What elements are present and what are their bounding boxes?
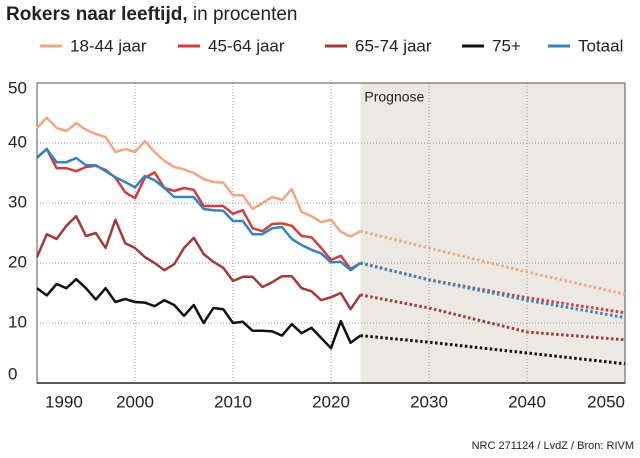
legend-label: Totaal	[578, 36, 623, 55]
y-tick-label: 30	[8, 192, 27, 211]
forecast-line	[360, 261, 626, 320]
series-line	[35, 214, 362, 311]
legend-label: 65-74 jaar	[355, 36, 432, 55]
subtitle: in procenten	[193, 4, 298, 25]
y-tick-label: 50	[8, 78, 27, 97]
forecast-line	[360, 334, 626, 366]
forecast-line	[360, 229, 626, 296]
x-tick-label: 2000	[116, 392, 154, 411]
x-tick-label: 2020	[312, 392, 350, 411]
forecast-label: Prognose	[364, 89, 424, 105]
legend-label: 45-64 jaar	[208, 36, 285, 55]
forecast-line	[360, 293, 626, 342]
forecast-region	[360, 83, 625, 383]
title: Rokers naar leeftijd,	[6, 4, 188, 25]
y-tick-label: 40	[8, 132, 27, 151]
chart-title: Rokers naar leeftijd, in procenten	[6, 4, 297, 25]
y-tick-label: 0	[8, 364, 17, 383]
x-tick-label: 2010	[214, 392, 252, 411]
x-tick-label: 1990	[45, 392, 83, 411]
y-tick-label: 20	[8, 252, 27, 271]
x-tick-label: 2050	[587, 392, 625, 411]
x-tick-label: 2030	[410, 392, 448, 411]
source: NRC 271124 / LvdZ / Bron: RIVM	[472, 440, 634, 452]
series-line	[36, 277, 362, 350]
legend-label: 75+	[492, 36, 521, 55]
series-line	[36, 116, 362, 238]
x-tick-label: 2040	[508, 392, 546, 411]
legend-label: 18-44 jaar	[70, 36, 147, 55]
series-line	[36, 147, 362, 272]
y-tick-label: 10	[8, 312, 27, 331]
